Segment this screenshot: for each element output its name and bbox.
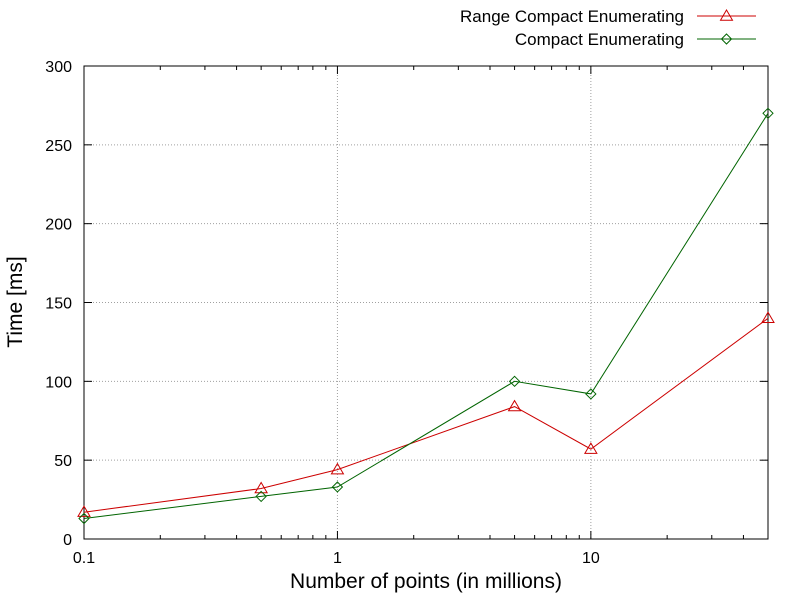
data-point-compact-enumerating bbox=[762, 107, 774, 120]
legend: Range Compact Enumerating Compact Enumera… bbox=[460, 7, 756, 49]
x-tick-label: 1 bbox=[333, 550, 342, 567]
axis-ticks: 0 50 100 150 200 250 300 0.1 1 10 bbox=[45, 59, 769, 567]
grid-lines bbox=[84, 66, 768, 539]
y-tick-label: 200 bbox=[45, 217, 72, 234]
x-axis-label: Number of points (in millions) bbox=[290, 570, 562, 593]
legend-label-compact-enumerating: Compact Enumerating bbox=[515, 30, 684, 49]
x-tick-label: 10 bbox=[582, 550, 600, 567]
data-point-range-compact-enumerating bbox=[254, 481, 269, 494]
data-point-compact-enumerating bbox=[331, 481, 344, 493]
data-point-compact-enumerating bbox=[508, 375, 521, 388]
series-line-range-compact-enumerating bbox=[83, 317, 769, 513]
series-line-compact-enumerating bbox=[83, 113, 769, 519]
data-point-compact-enumerating bbox=[255, 490, 267, 503]
data-point-compact-enumerating bbox=[585, 388, 597, 400]
data-point-range-compact-enumerating bbox=[761, 311, 775, 323]
data-point-range-compact-enumerating bbox=[77, 505, 91, 517]
data-point-compact-enumerating bbox=[78, 512, 90, 525]
data-point-range-compact-enumerating bbox=[330, 462, 345, 475]
legend-marker-range-compact-enumerating bbox=[719, 9, 734, 21]
y-tick-label: 0 bbox=[63, 532, 72, 549]
y-tick-label: 150 bbox=[45, 296, 72, 313]
y-tick-label: 250 bbox=[45, 138, 72, 155]
y-axis-label: Time [ms] bbox=[4, 256, 27, 347]
x-tick-label: 0.1 bbox=[73, 550, 95, 567]
y-tick-label: 300 bbox=[45, 59, 72, 76]
legend-label-range-compact-enumerating: Range Compact Enumerating bbox=[460, 7, 684, 26]
data-point-range-compact-enumerating bbox=[507, 399, 522, 412]
data-point-range-compact-enumerating bbox=[583, 442, 598, 454]
y-tick-label: 100 bbox=[45, 374, 72, 391]
series-group bbox=[77, 107, 775, 525]
y-tick-label: 50 bbox=[54, 453, 72, 470]
legend-marker-compact-enumerating bbox=[720, 33, 733, 45]
plot-frame bbox=[83, 65, 769, 540]
